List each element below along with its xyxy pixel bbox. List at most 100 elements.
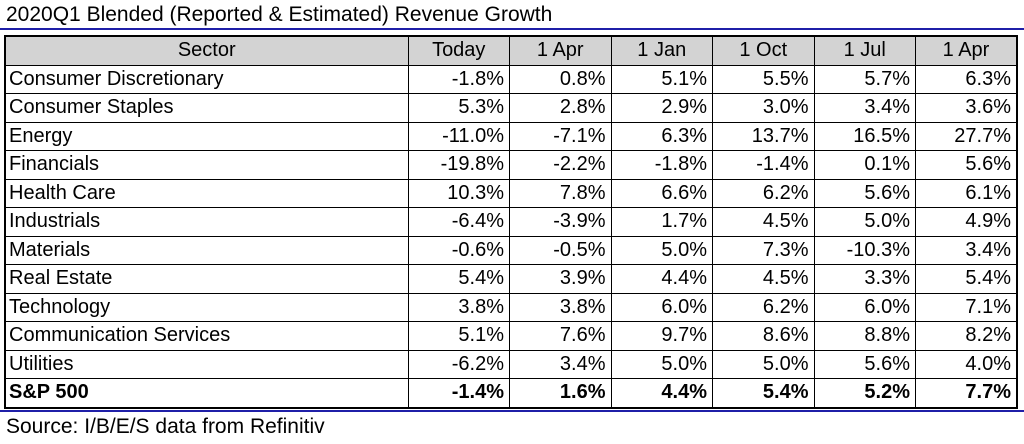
growth-value-cell: 5.4%	[915, 264, 1018, 294]
source-note: Source: I/B/E/S data from Refinitiv	[6, 415, 325, 438]
growth-value-cell: 8.2%	[915, 321, 1018, 351]
growth-value-cell: 4.5%	[712, 207, 815, 237]
growth-value-cell: 4.4%	[610, 378, 713, 409]
column-header-1-jan: 1 Jan	[610, 35, 713, 66]
growth-value-cell: 5.0%	[610, 235, 713, 265]
growth-value-cell: 6.0%	[813, 292, 916, 322]
column-header-1-apr-prior: 1 Apr	[915, 35, 1018, 66]
growth-value-cell: 7.6%	[509, 321, 612, 351]
page-title: 2020Q1 Blended (Reported & Estimated) Re…	[6, 3, 553, 26]
growth-value-cell: 3.4%	[813, 93, 916, 123]
column-header-today: Today	[407, 35, 510, 66]
growth-value-cell: 7.8%	[509, 178, 612, 208]
growth-value-cell: 5.4%	[712, 378, 815, 409]
growth-value-cell: 6.2%	[712, 178, 815, 208]
growth-value-cell: -7.1%	[509, 121, 612, 151]
growth-value-cell: 13.7%	[712, 121, 815, 151]
table-row: Consumer Discretionary -1.8% 0.8% 5.1% 5.5% 5…	[4, 64, 1018, 94]
growth-value-cell: 5.6%	[915, 150, 1018, 180]
sector-name-cell: Consumer Staples	[4, 93, 409, 123]
growth-value-cell: 1.7%	[610, 207, 713, 237]
column-header-1-oct: 1 Oct	[712, 35, 815, 66]
growth-value-cell: 4.9%	[915, 207, 1018, 237]
growth-value-cell: 4.5%	[712, 264, 815, 294]
growth-value-cell: 16.5%	[813, 121, 916, 151]
growth-value-cell: -11.0%	[407, 121, 510, 151]
growth-value-cell: -19.8%	[407, 150, 510, 180]
growth-value-cell: -0.5%	[509, 235, 612, 265]
growth-value-cell: 0.1%	[813, 150, 916, 180]
growth-value-cell: 1.6%	[509, 378, 612, 409]
growth-value-cell: 5.4%	[407, 264, 510, 294]
growth-value-cell: 10.3%	[407, 178, 510, 208]
growth-value-cell: 5.6%	[813, 178, 916, 208]
revenue-growth-table: Sector Today 1 Apr 1 Jan 1 Oct 1 Jul 1 A…	[4, 35, 1018, 409]
growth-value-cell: -10.3%	[813, 235, 916, 265]
growth-value-cell: 5.7%	[813, 64, 916, 94]
growth-value-cell: 5.6%	[813, 349, 916, 379]
sector-name-cell: Health Care	[4, 178, 409, 208]
growth-value-cell: -1.4%	[407, 378, 510, 409]
sector-name-cell: Technology	[4, 292, 409, 322]
table-row: Energy -11.0% -7.1% 6.3% 13.7% 16.5% 27.7%	[4, 121, 1018, 151]
growth-value-cell: 5.0%	[712, 349, 815, 379]
growth-value-cell: 27.7%	[915, 121, 1018, 151]
table-row: Consumer Staples 5.3% 2.8% 2.9% 3.0% 3.4% 3.6%	[4, 93, 1018, 123]
growth-value-cell: 0.8%	[509, 64, 612, 94]
growth-value-cell: -6.2%	[407, 349, 510, 379]
growth-value-cell: 3.9%	[509, 264, 612, 294]
growth-value-cell: 3.4%	[915, 235, 1018, 265]
growth-value-cell: 5.1%	[407, 321, 510, 351]
growth-value-cell: 3.3%	[813, 264, 916, 294]
growth-value-cell: 4.4%	[610, 264, 713, 294]
sector-name-cell: Materials	[4, 235, 409, 265]
growth-value-cell: 5.2%	[813, 378, 916, 409]
growth-value-cell: -6.4%	[407, 207, 510, 237]
sector-name-cell: Consumer Discretionary	[4, 64, 409, 94]
growth-value-cell: 5.0%	[813, 207, 916, 237]
table-row: S&P 500 -1.4% 1.6% 4.4% 5.4% 5.2% 7.7%	[4, 378, 1018, 409]
column-header-sector: Sector	[4, 35, 409, 66]
growth-value-cell: -1.4%	[712, 150, 815, 180]
growth-value-cell: 2.9%	[610, 93, 713, 123]
growth-value-cell: 5.0%	[610, 349, 713, 379]
table-row: Financials -19.8% -2.2% -1.8% -1.4% 0.1% 5.6%	[4, 150, 1018, 180]
growth-value-cell: 6.2%	[712, 292, 815, 322]
growth-value-cell: -1.8%	[407, 64, 510, 94]
growth-value-cell: 9.7%	[610, 321, 713, 351]
table-row: Communication Services 5.1% 7.6% 9.7% 8.6% 8.…	[4, 321, 1018, 351]
growth-value-cell: 7.1%	[915, 292, 1018, 322]
sector-name-cell: Utilities	[4, 349, 409, 379]
growth-value-cell: 5.3%	[407, 93, 510, 123]
table-row: Real Estate 5.4% 3.9% 4.4% 4.5% 3.3% 5.4%	[4, 264, 1018, 294]
title-underline	[0, 28, 1024, 30]
table-row: Technology 3.8% 3.8% 6.0% 6.2% 6.0% 7.1%	[4, 292, 1018, 322]
growth-value-cell: 6.3%	[610, 121, 713, 151]
growth-value-cell: 5.1%	[610, 64, 713, 94]
sector-name-cell: Communication Services	[4, 321, 409, 351]
growth-value-cell: 3.6%	[915, 93, 1018, 123]
sector-name-cell: S&P 500	[4, 378, 409, 409]
column-header-1-jul: 1 Jul	[813, 35, 916, 66]
growth-value-cell: 7.7%	[915, 378, 1018, 409]
growth-value-cell: -3.9%	[509, 207, 612, 237]
table-row: Utilities -6.2% 3.4% 5.0% 5.0% 5.6% 4.0%	[4, 349, 1018, 379]
sector-name-cell: Real Estate	[4, 264, 409, 294]
column-header-1-apr: 1 Apr	[509, 35, 612, 66]
sector-name-cell: Financials	[4, 150, 409, 180]
growth-value-cell: 8.6%	[712, 321, 815, 351]
growth-value-cell: 3.4%	[509, 349, 612, 379]
growth-value-cell: 6.3%	[915, 64, 1018, 94]
growth-value-cell: 2.8%	[509, 93, 612, 123]
growth-value-cell: 6.1%	[915, 178, 1018, 208]
growth-value-cell: 5.5%	[712, 64, 815, 94]
sector-name-cell: Industrials	[4, 207, 409, 237]
growth-value-cell: -0.6%	[407, 235, 510, 265]
table-row: Health Care 10.3% 7.8% 6.6% 6.2% 5.6% 6.1%	[4, 178, 1018, 208]
table-row: Materials -0.6% -0.5% 5.0% 7.3% -10.3% 3.4%	[4, 235, 1018, 265]
growth-value-cell: 3.8%	[509, 292, 612, 322]
growth-value-cell: 7.3%	[712, 235, 815, 265]
source-rule	[0, 410, 1024, 412]
sector-name-cell: Energy	[4, 121, 409, 151]
growth-value-cell: 3.8%	[407, 292, 510, 322]
